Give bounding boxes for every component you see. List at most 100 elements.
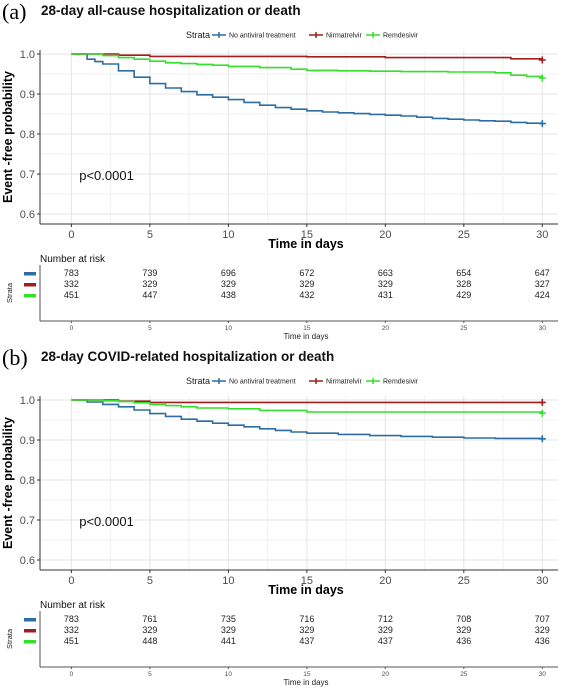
legend-title: Strata: [186, 30, 210, 40]
y-tick-label: 0.6: [20, 209, 35, 221]
legend-entry: No antiviral treatment: [229, 33, 296, 40]
y-tick-label: 0.6: [20, 555, 35, 567]
risk-tick-label: 15: [303, 671, 311, 678]
x-tick-label: 20: [379, 575, 391, 587]
legend-entry: Remdesivir: [383, 33, 419, 40]
risk-count: 707: [535, 614, 550, 624]
x-tick-label: 10: [222, 575, 234, 587]
x-tick-label: 0: [68, 575, 74, 587]
legend-title: Strata: [186, 376, 210, 386]
risk-count: 663: [378, 268, 393, 278]
risk-tick-label: 0: [70, 325, 74, 332]
censor-mark: [538, 120, 546, 128]
risk-count: 329: [535, 625, 550, 635]
risk-row-swatch: [24, 640, 36, 644]
risk-count: 329: [142, 625, 157, 635]
censor-mark: [538, 409, 546, 417]
censor-mark: [538, 398, 546, 406]
y-tick-label: 0.8: [20, 475, 35, 487]
risk-count: 329: [221, 279, 236, 289]
legend-entry: Nirmatrelvir: [326, 33, 362, 40]
risk-count: 329: [456, 625, 471, 635]
risk-tick-label: 20: [382, 671, 390, 678]
risk-tick-label: 10: [225, 671, 233, 678]
risk-count: 429: [456, 290, 471, 300]
risk-table: Number at risk Strata 783 761 735 716 712 708 70…: [5, 600, 558, 687]
risk-tick-label: 5: [148, 671, 152, 678]
y-tick-label: 0.7: [20, 169, 35, 181]
grid: [40, 396, 558, 570]
risk-count: 739: [142, 268, 157, 278]
chart-title: 28-day all-cause hospitalization or deat…: [41, 3, 301, 18]
risk-tick-label: 25: [460, 325, 468, 332]
x-axis-title: Time in days: [268, 583, 344, 597]
risk-count: 447: [142, 290, 157, 300]
risk-count: 761: [142, 614, 157, 624]
risk-x-title: Time in days: [283, 678, 328, 687]
risk-tick-label: 5: [148, 325, 152, 332]
risk-count: 647: [535, 268, 550, 278]
x-tick-label: 5: [147, 229, 153, 241]
y-tick-label: 1.0: [20, 395, 35, 407]
risk-table-title: Number at risk: [40, 600, 106, 611]
risk-strata-label: Strata: [5, 282, 14, 303]
x-axis-title: Time in days: [268, 237, 344, 251]
risk-count: 436: [535, 636, 550, 646]
risk-count: 451: [64, 290, 79, 300]
risk-row-swatch: [24, 283, 36, 287]
risk-tick-label: 25: [460, 671, 468, 678]
risk-count: 436: [456, 636, 471, 646]
risk-count: 783: [64, 614, 79, 624]
panel-b: (b) 28-day COVID-related hospitalization…: [0, 345, 574, 691]
risk-count: 329: [299, 279, 314, 289]
risk-table-title: Number at risk: [40, 254, 106, 265]
risk-x-title: Time in days: [283, 332, 328, 341]
legend-entry: Nirmatrelvir: [326, 379, 362, 386]
risk-row-swatch: [24, 272, 36, 276]
y-tick-label: 0.9: [20, 89, 35, 101]
risk-count: 654: [456, 268, 471, 278]
p-value-annotation: p<0.0001: [79, 168, 134, 183]
risk-count: 424: [535, 290, 550, 300]
censor-mark: [538, 435, 546, 443]
y-axis-title: Event -free probability: [1, 71, 15, 203]
risk-count: 332: [64, 279, 79, 289]
risk-tick-label: 15: [303, 325, 311, 332]
y-tick-label: 0.8: [20, 129, 35, 141]
risk-count: 437: [378, 636, 393, 646]
risk-tick-label: 30: [539, 671, 547, 678]
risk-count: 327: [535, 279, 550, 289]
risk-count: 329: [378, 625, 393, 635]
km-curve-0: [71, 399, 544, 440]
risk-count: 716: [299, 614, 314, 624]
x-tick-label: 25: [458, 229, 470, 241]
risk-count: 672: [299, 268, 314, 278]
km-curve-0: [71, 53, 544, 124]
censor-mark: [538, 74, 546, 82]
risk-count: 712: [378, 614, 393, 624]
grid: [40, 50, 558, 224]
legend: Strata No antiviral treatment Nirmatrelvir…: [186, 376, 419, 386]
chart-title: 28-day COVID-related hospitalization or …: [41, 349, 335, 364]
risk-tick-label: 10: [225, 325, 233, 332]
risk-count: 783: [64, 268, 79, 278]
risk-count: 735: [221, 614, 236, 624]
y-tick-label: 0.7: [20, 515, 35, 527]
risk-count: 441: [221, 636, 236, 646]
x-tick-label: 0: [68, 229, 74, 241]
risk-row-swatch: [24, 629, 36, 633]
p-value-annotation: p<0.0001: [79, 514, 134, 529]
risk-table: Number at risk Strata 783 739 696 672 663 654 64…: [5, 254, 558, 341]
legend: Strata No antiviral treatment Nirmatrelvir…: [186, 30, 419, 40]
km-chart-b: Strata No antiviral treatment Nirmatrelvir…: [1, 376, 558, 687]
censor-mark: [538, 56, 546, 64]
risk-count: 437: [299, 636, 314, 646]
risk-count: 438: [221, 290, 236, 300]
y-tick-label: 1.0: [20, 49, 35, 61]
risk-count: 329: [299, 625, 314, 635]
risk-tick-label: 30: [539, 325, 547, 332]
risk-count: 431: [378, 290, 393, 300]
risk-count: 451: [64, 636, 79, 646]
km-curve-1: [71, 53, 544, 60]
panel-label: (a): [2, 0, 27, 24]
